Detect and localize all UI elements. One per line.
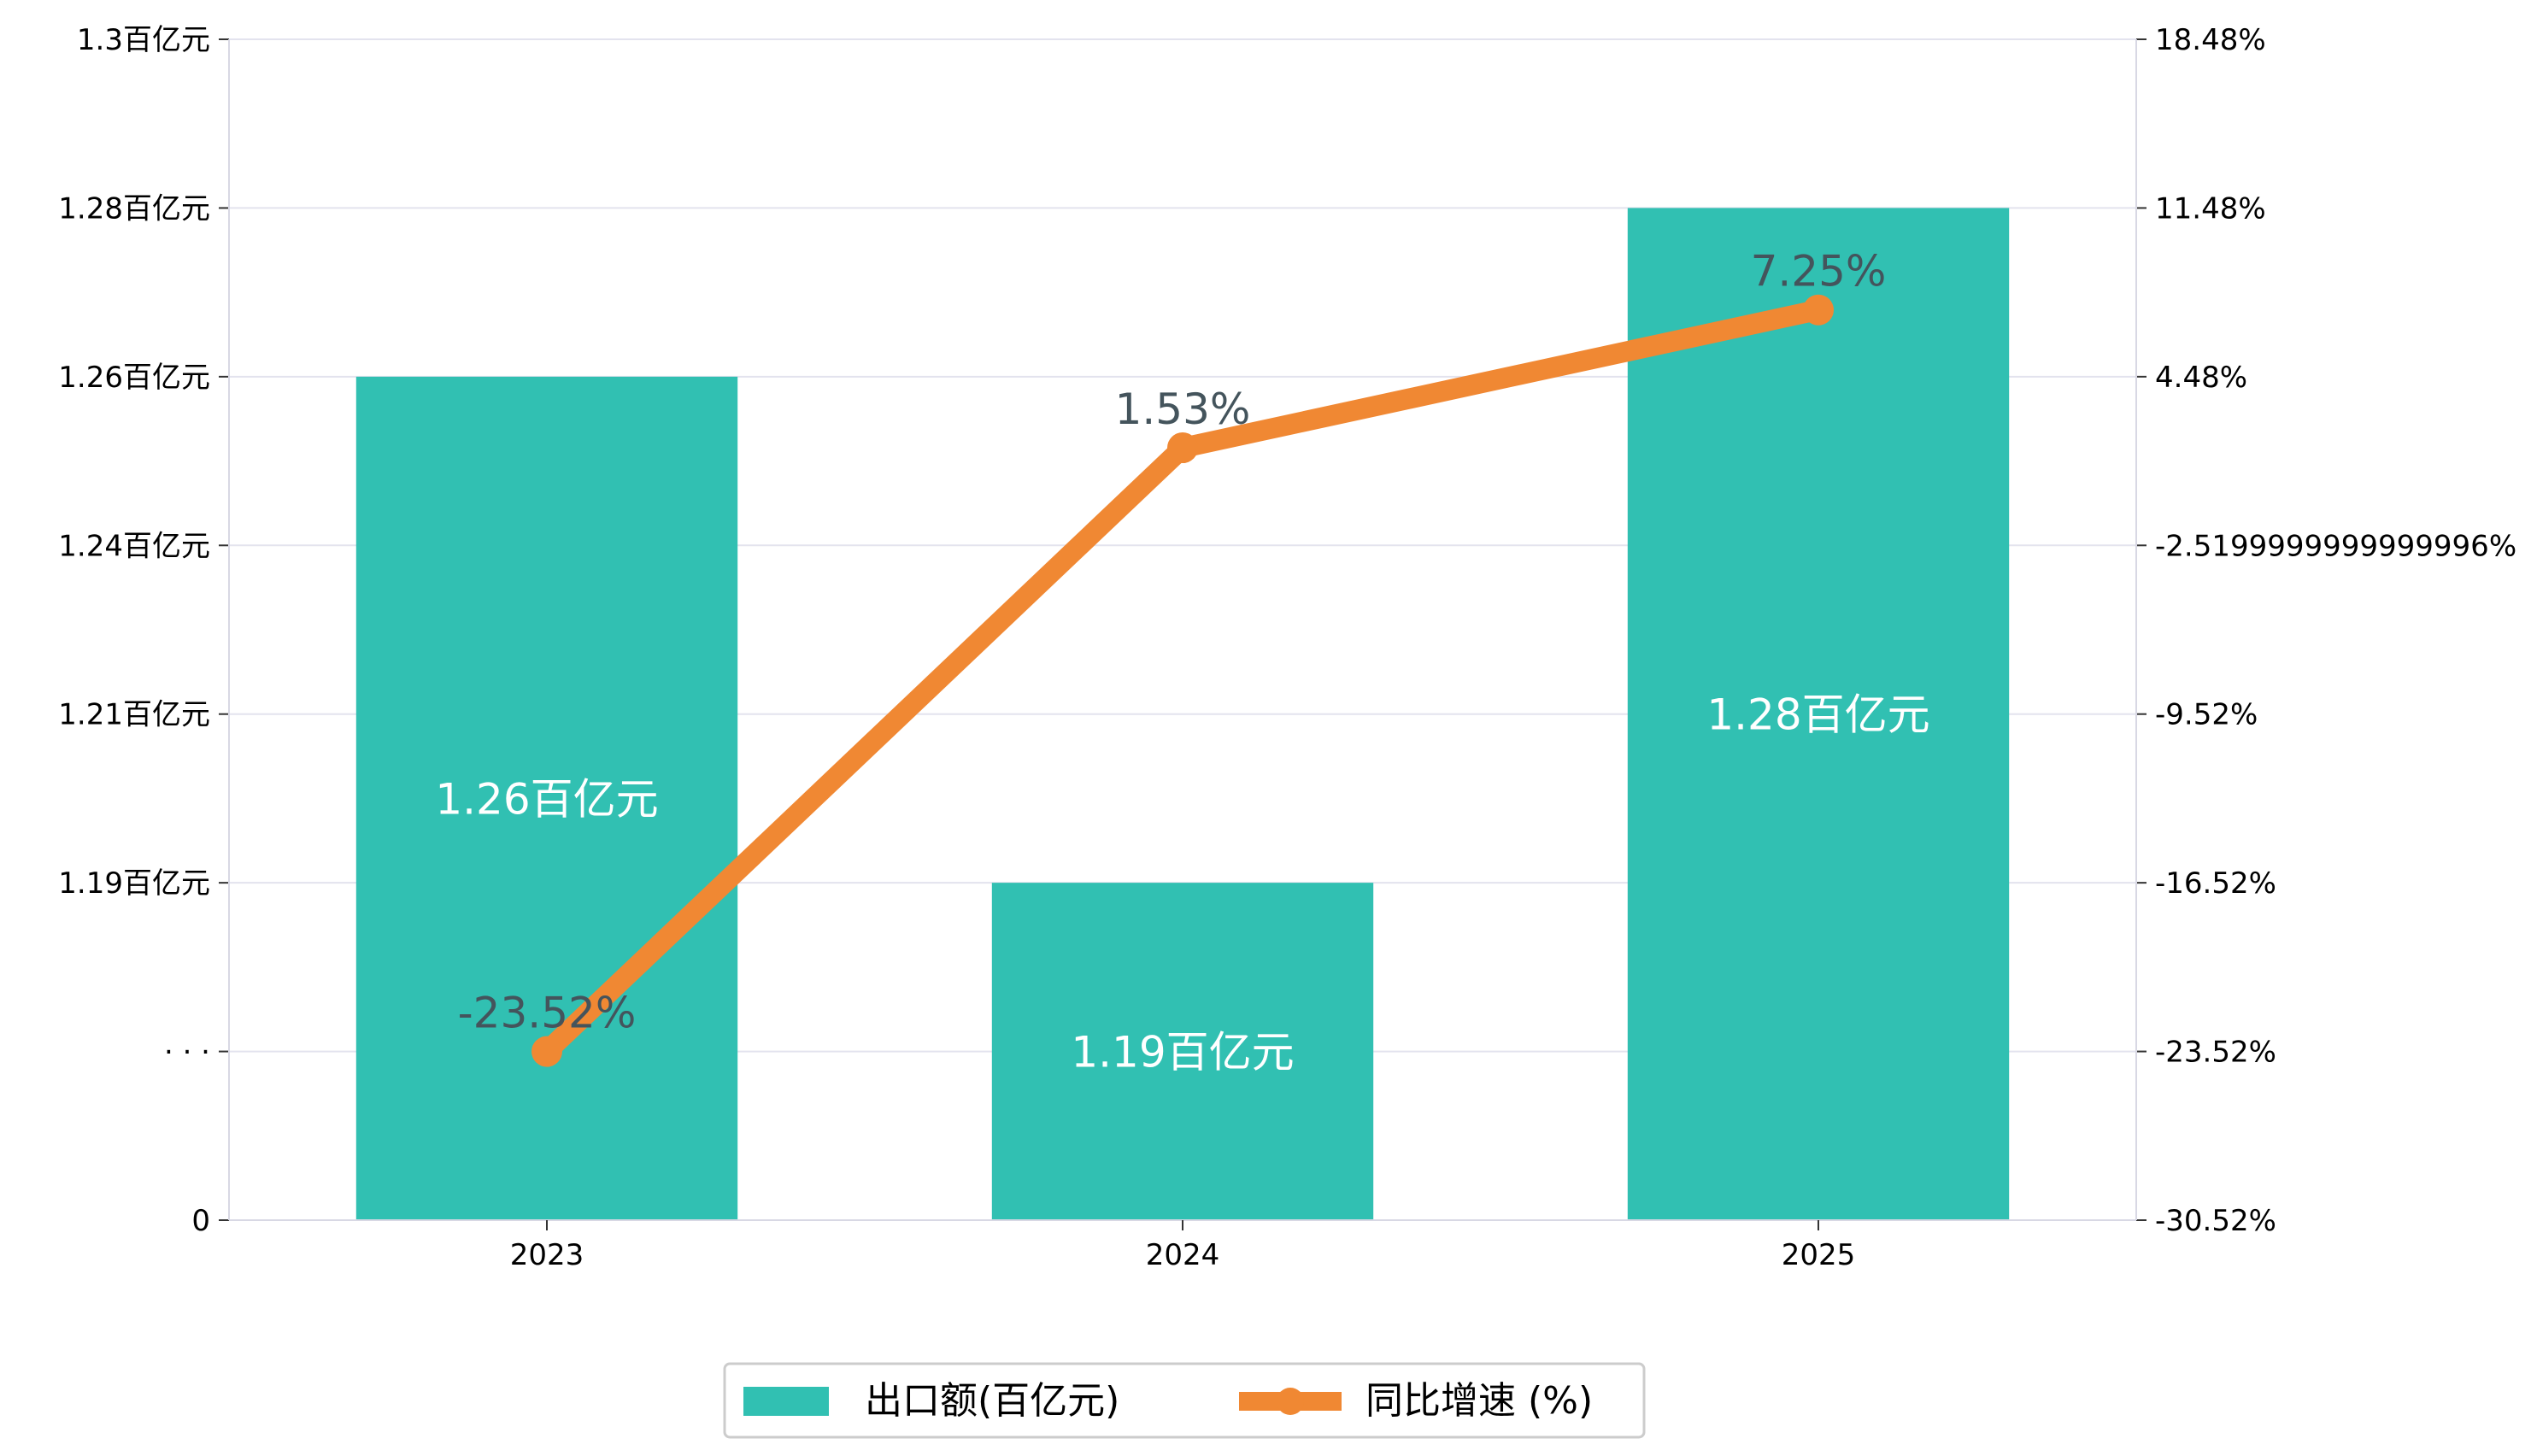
line-point: [1167, 432, 1198, 464]
bar-value-label: 1.28百亿元: [1706, 690, 1929, 740]
bar-value-label: 1.26百亿元: [435, 774, 658, 824]
legend-box: [723, 1362, 1646, 1439]
right-tick-label: -2.5199999999999996%: [2155, 529, 2516, 563]
bar: [355, 376, 738, 1220]
data-labels: 1.26百亿元 1.19百亿元 1.28百亿元 -23.52% 1.53% 7.25%: [435, 247, 1929, 1077]
left-tick-label: · · ·: [164, 1036, 210, 1070]
right-tick-label: 18.48%: [2155, 23, 2266, 57]
right-tick-label: -16.52%: [2155, 866, 2276, 901]
line-value-label: 7.25%: [1751, 247, 1887, 296]
left-tick-label: 1.19百亿元: [58, 866, 210, 901]
left-tick-label: 1.3百亿元: [77, 23, 210, 57]
bar-value-label: 1.19百亿元: [1071, 1028, 1294, 1077]
right-tick-label: -23.52%: [2155, 1036, 2276, 1070]
line-point: [1803, 294, 1834, 326]
legend-label-line: 同比增速 (%): [1365, 1379, 1593, 1423]
left-tick-label: 0: [191, 1204, 210, 1238]
x-tick-label: 2023: [510, 1238, 584, 1272]
line-value-label: -23.52%: [458, 989, 637, 1038]
legend-marker: [1277, 1388, 1304, 1415]
line-series: [531, 294, 1834, 1067]
left-tick-label: 1.24百亿元: [58, 529, 210, 563]
x-tick-label: 2024: [1146, 1238, 1220, 1272]
left-tick-label: 1.26百亿元: [58, 361, 210, 395]
left-tick-label: 1.28百亿元: [58, 191, 210, 226]
bar: [991, 883, 1374, 1220]
legend-swatch-bar: [743, 1387, 829, 1416]
right-tick-label: -9.52%: [2155, 698, 2258, 732]
bar-series: [355, 208, 2010, 1220]
right-tick-label: -30.52%: [2155, 1204, 2276, 1238]
axes: 0 · · · 1.19百亿元 1.21百亿元 1.24百亿元 1.26百亿元 1.28百亿…: [58, 23, 2516, 1272]
line-point: [531, 1036, 562, 1067]
right-tick-label: 11.48%: [2155, 191, 2266, 226]
x-tick-label: 2025: [1782, 1238, 1856, 1272]
left-tick-label: 1.21百亿元: [58, 698, 210, 732]
legend-label-bar: 出口额(百亿元): [865, 1379, 1119, 1423]
legend: 出口额(百亿元) 同比增速 (%): [723, 1362, 1646, 1439]
right-tick-label: 4.48%: [2155, 361, 2247, 395]
line-value-label: 1.53%: [1115, 385, 1251, 434]
bar: [1627, 208, 2010, 1220]
